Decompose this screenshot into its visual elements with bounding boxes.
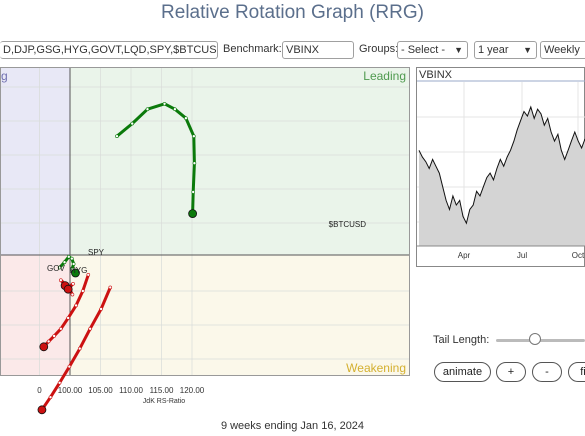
chevron-down-icon: ▼ (523, 45, 532, 55)
btc-symbol-label: $BTCUSD (329, 220, 367, 229)
benchmark-mini-chart: VBINX Apr Jul Oct (416, 67, 585, 267)
plot-frame (0, 67, 410, 376)
mini-tick-jul: Jul (517, 251, 527, 260)
tail-length-label: Tail Length: (433, 334, 490, 346)
tail-point (88, 326, 92, 331)
tail-point (115, 134, 119, 138)
period-select-value: 1 year (478, 44, 509, 56)
weakening-label: Weakening (346, 361, 406, 375)
tail-line (115, 102, 196, 216)
tail-point (184, 116, 188, 121)
tail-point (81, 289, 85, 293)
tail-point (71, 262, 76, 266)
mini-tick-oct: Oct (572, 251, 585, 260)
tail-point (59, 326, 63, 331)
gridlines (0, 67, 410, 376)
x-tick-label: 115.00 (150, 386, 174, 395)
benchmark-input[interactable]: VBINX (282, 41, 354, 59)
tail-point (48, 395, 53, 400)
tail-point (74, 303, 78, 308)
fit-button[interactable]: fi (568, 362, 585, 382)
tail-point (52, 334, 56, 338)
tail-point (173, 107, 177, 112)
tail-point (192, 134, 196, 138)
frequency-select[interactable]: Weekly (540, 41, 585, 59)
tail-point (46, 339, 51, 344)
mini-chart-area (419, 107, 585, 246)
tail-point (70, 292, 75, 297)
zoom-in-button[interactable]: + (496, 362, 526, 382)
tail-point (57, 380, 62, 385)
period-select[interactable]: 1 year ▼ (474, 41, 537, 59)
mini-chart-title: VBINX (419, 69, 453, 81)
frequency-select-value: Weekly (544, 44, 580, 56)
tail-head-point[interactable] (63, 284, 73, 294)
tail-point (145, 107, 150, 112)
groups-select[interactable]: - Select - ▼ (397, 41, 468, 59)
groups-select-value: - Select - (401, 44, 446, 56)
animate-button[interactable]: animate (434, 362, 491, 382)
tail-head-point[interactable] (71, 268, 80, 278)
tail-point (62, 260, 67, 264)
tail-line (40, 285, 112, 412)
tail-head-point[interactable] (39, 342, 49, 352)
groups-label: Groups: (359, 43, 399, 55)
gov-symbol-label: GOV (47, 264, 65, 273)
x-axis-ticks: 0 100.00 105.00 110.00 115.00 120.00 (37, 386, 205, 395)
rotation-tails (37, 101, 198, 415)
x-tick-label: 110.00 (119, 386, 143, 395)
tail-point (66, 316, 70, 320)
tail-point (108, 285, 113, 290)
tail-point (99, 307, 103, 311)
tail-point (77, 346, 82, 351)
hyg-symbol-label: HYG (70, 266, 87, 275)
zoom-out-button[interactable]: - (532, 362, 562, 382)
tail-point (71, 282, 75, 286)
tail-length-slider-handle[interactable] (529, 333, 541, 345)
tail-point (130, 121, 135, 126)
x-tick-label: 105.00 (88, 386, 113, 395)
x-axis-label: JdK RS-Ratio (143, 398, 186, 405)
tail-point (59, 278, 63, 282)
period-footer: 9 weeks ending Jan 16, 2024 (220, 420, 365, 432)
improving-quadrant-bg (0, 67, 70, 255)
tail-point (57, 265, 62, 270)
tail-point (192, 161, 197, 165)
tail-point (66, 255, 71, 259)
x-tick-label: 100.00 (58, 386, 83, 395)
controls-bar: D,DJP,GSG,HYG,GOVT,LQD,SPY,$BTCUSD Bench… (0, 41, 585, 61)
tail-head-point[interactable] (188, 209, 198, 219)
rrg-chart[interactable]: Leading g Weakening $BTCUSD GOV HYG SPY … (0, 67, 412, 415)
chevron-down-icon: ▼ (454, 45, 463, 55)
improving-label: g (1, 69, 8, 83)
x-tick-label: 120.00 (180, 386, 205, 395)
lagging-quadrant-bg (0, 255, 70, 376)
tail-point (162, 101, 167, 106)
tail-point (70, 256, 74, 261)
mini-tick-apr: Apr (458, 251, 471, 260)
mini-chart-line (418, 105, 585, 225)
tail-point (86, 273, 91, 277)
spy-symbol-label: SPY (88, 248, 105, 257)
symbols-input[interactable]: D,DJP,GSG,HYG,GOVT,LQD,SPY,$BTCUSD (0, 41, 218, 59)
weakening-quadrant-bg (70, 255, 410, 376)
page-title: Relative Rotation Graph (RRG) (161, 2, 424, 23)
benchmark-label: Benchmark: (223, 43, 282, 55)
x-tick-label: 0 (37, 386, 42, 395)
tail-head-point[interactable] (37, 405, 47, 415)
tail-point (67, 364, 72, 369)
leading-label: Leading (363, 69, 406, 83)
tail-point (191, 190, 196, 194)
